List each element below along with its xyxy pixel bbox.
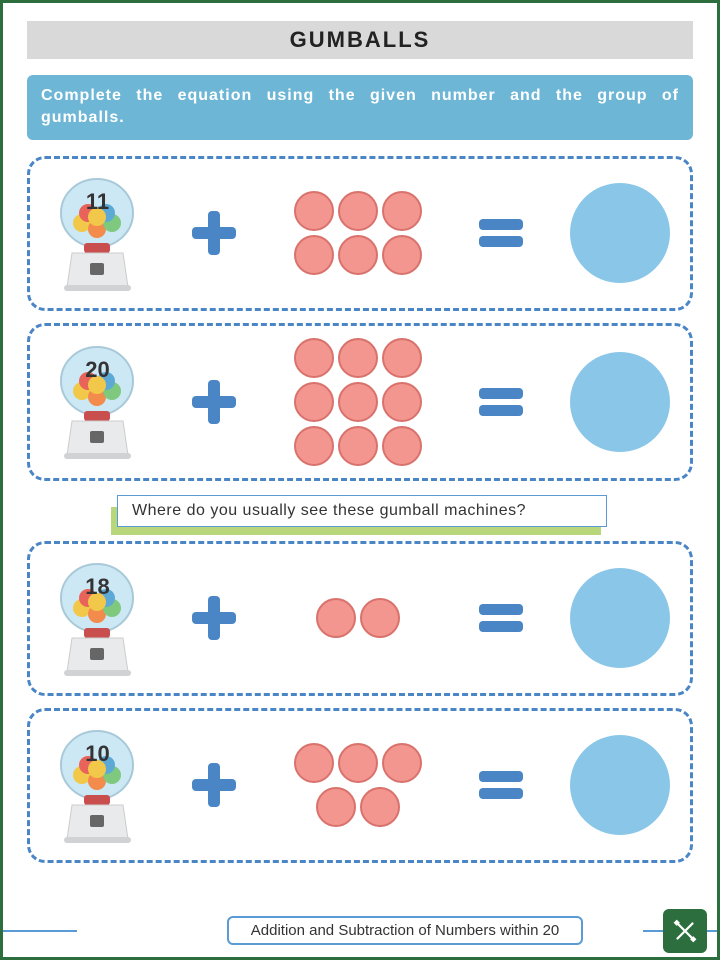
equals-icon xyxy=(475,382,527,422)
gumball-row xyxy=(294,382,422,422)
equals-icon xyxy=(475,213,527,253)
machine-number: 11 xyxy=(50,189,145,215)
problems-container: 11 20 xyxy=(27,156,693,863)
gumball-dot xyxy=(338,338,378,378)
gumball-row xyxy=(294,743,422,783)
equals-icon xyxy=(475,598,527,638)
machine-number: 18 xyxy=(50,574,145,600)
gumball-dot xyxy=(382,382,422,422)
answer-circle[interactable] xyxy=(570,183,670,283)
gumball-row xyxy=(294,191,422,231)
gumball-dot xyxy=(338,191,378,231)
machine-number: 10 xyxy=(50,741,145,767)
gumball-dot xyxy=(294,191,334,231)
gumball-group xyxy=(283,191,433,275)
machine-number: 20 xyxy=(50,357,145,383)
answer-circle[interactable] xyxy=(570,735,670,835)
brand-badge xyxy=(663,909,707,953)
instruction-text: Complete the equation using the given nu… xyxy=(27,75,693,140)
gumball-dot xyxy=(316,598,356,638)
gumball-row xyxy=(294,338,422,378)
gumball-row xyxy=(316,787,400,827)
gumball-machine: 10 xyxy=(50,723,145,848)
equals-icon xyxy=(475,765,527,805)
gumball-group xyxy=(283,598,433,638)
plus-icon xyxy=(188,376,240,428)
question-callout: Where do you usually see these gumball m… xyxy=(117,495,693,527)
gumball-machine: 11 xyxy=(50,171,145,296)
gumball-dot xyxy=(338,743,378,783)
problem-row: 18 xyxy=(27,541,693,696)
gumball-dot xyxy=(294,382,334,422)
problem-row: 10 xyxy=(27,708,693,863)
gumball-row xyxy=(316,598,400,638)
page-title: GUMBALLS xyxy=(27,21,693,59)
plus-icon xyxy=(188,592,240,644)
worksheet-page: GUMBALLS Complete the equation using the… xyxy=(0,0,720,960)
problem-row: 20 xyxy=(27,323,693,481)
gumball-dot xyxy=(382,743,422,783)
problem-row: 11 xyxy=(27,156,693,311)
gumball-dot xyxy=(382,426,422,466)
footer-label: Addition and Subtraction of Numbers with… xyxy=(227,916,584,945)
gumball-dot xyxy=(382,338,422,378)
answer-circle[interactable] xyxy=(570,352,670,452)
footer: Addition and Subtraction of Numbers with… xyxy=(3,916,717,945)
footer-line-left xyxy=(3,930,77,932)
gumball-dot xyxy=(360,598,400,638)
gumball-dot xyxy=(382,191,422,231)
gumball-dot xyxy=(294,743,334,783)
gumball-dot xyxy=(382,235,422,275)
gumball-dot xyxy=(294,235,334,275)
gumball-group xyxy=(283,743,433,827)
gumball-group xyxy=(283,338,433,466)
gumball-row xyxy=(294,426,422,466)
plus-icon xyxy=(188,759,240,811)
gumball-dot xyxy=(338,235,378,275)
gumball-dot xyxy=(294,426,334,466)
gumball-machine: 20 xyxy=(50,339,145,464)
gumball-dot xyxy=(316,787,356,827)
gumball-dot xyxy=(294,338,334,378)
gumball-dot xyxy=(360,787,400,827)
gumball-machine: 18 xyxy=(50,556,145,681)
plus-icon xyxy=(188,207,240,259)
question-text: Where do you usually see these gumball m… xyxy=(117,495,607,527)
gumball-dot xyxy=(338,426,378,466)
gumball-row xyxy=(294,235,422,275)
answer-circle[interactable] xyxy=(570,568,670,668)
gumball-dot xyxy=(338,382,378,422)
